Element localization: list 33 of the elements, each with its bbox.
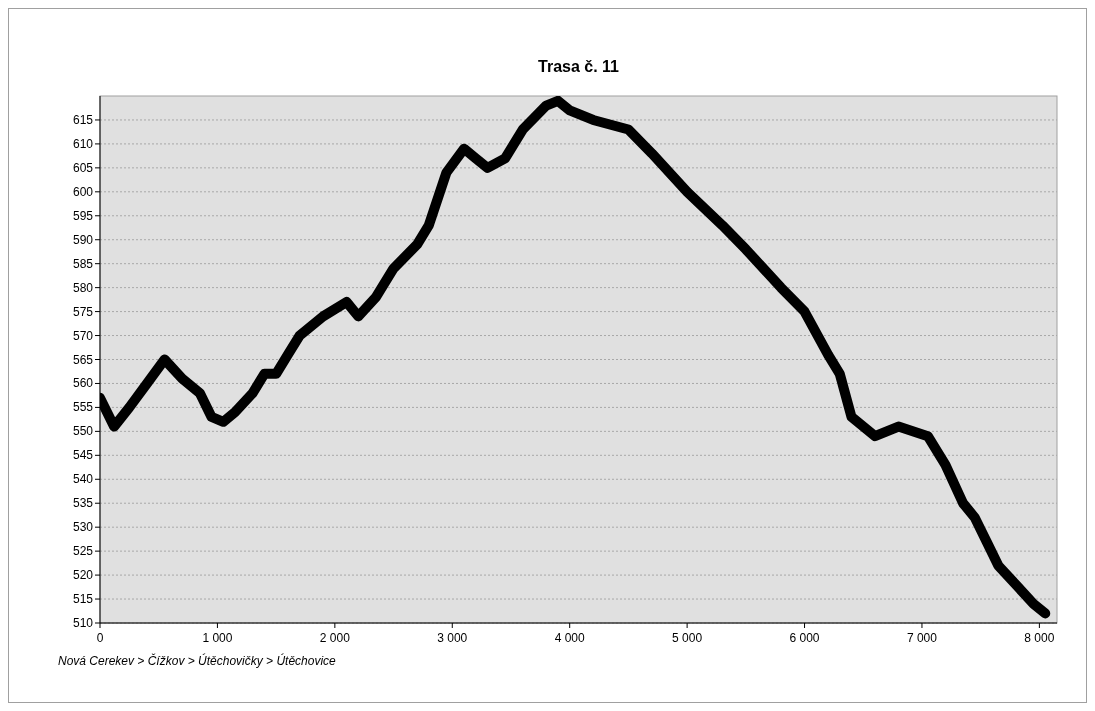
y-tick-label: 580	[72, 280, 94, 295]
y-tick-label: 540	[72, 472, 94, 487]
x-tick-label: 1 000	[202, 631, 233, 645]
x-tick-label: 7 000	[906, 631, 938, 645]
y-tick-label: 565	[72, 352, 94, 367]
x-tick-label: 4 000	[554, 631, 586, 645]
y-tick-label: 545	[72, 448, 94, 463]
y-tick-label: 615	[72, 112, 94, 127]
y-tick-label: 525	[72, 544, 94, 559]
x-tick-label: 0	[96, 631, 104, 645]
y-tick-label: 595	[72, 208, 94, 223]
y-tick-label: 555	[72, 400, 94, 415]
y-tick-label: 575	[72, 304, 94, 319]
y-tick-label: 590	[72, 232, 94, 247]
y-tick-label: 550	[72, 424, 94, 439]
y-tick-label: 600	[72, 184, 94, 199]
y-tick-label: 520	[72, 568, 94, 583]
y-tick-label: 610	[72, 136, 94, 151]
y-tick-label: 585	[72, 256, 94, 271]
x-tick-label: 3 000	[437, 631, 468, 645]
text: Nová Cerekev > Čížkov > Útěchovičky > Útěchovice	[58, 653, 337, 668]
x-tick-label: 6 000	[789, 631, 820, 645]
chart-title: Trasa č. 11	[538, 58, 620, 75]
y-tick-label: 560	[72, 376, 94, 391]
y-tick-label: 570	[72, 328, 94, 343]
x-tick-label: 5 000	[672, 631, 703, 645]
x-tick-label: 8 000	[1024, 631, 1055, 645]
y-tick-label: 510	[72, 616, 94, 630]
x-tick-label: 2 000	[319, 631, 351, 645]
y-tick-label: 515	[72, 592, 94, 607]
y-tick-label: 530	[72, 520, 94, 535]
y-tick-label: 535	[72, 496, 94, 511]
y-tick-label: 605	[72, 160, 94, 175]
